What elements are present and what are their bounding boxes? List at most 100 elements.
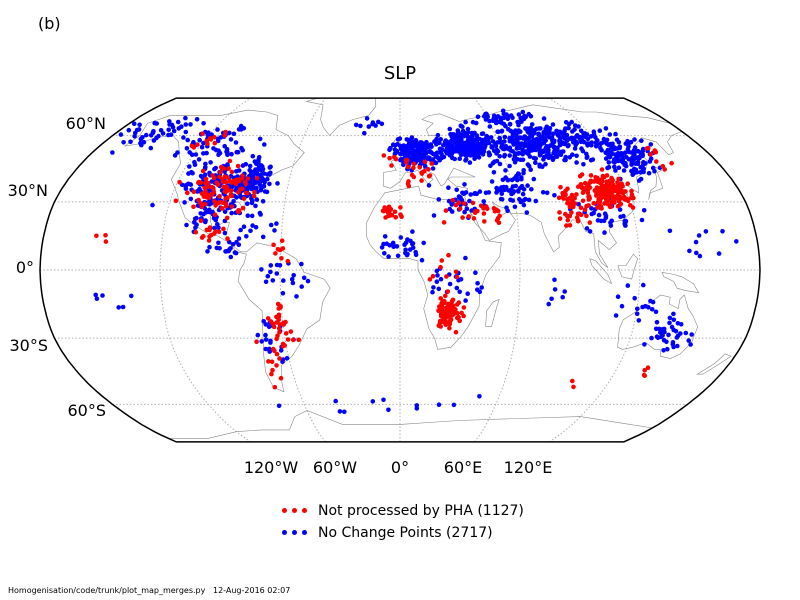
station-marker xyxy=(470,200,476,206)
station-marker xyxy=(241,224,247,229)
station-marker xyxy=(559,140,565,145)
footer-path: Homogenisation/code/trunk/plot_map_merge… xyxy=(8,586,206,595)
station-marker xyxy=(94,296,100,302)
station-marker xyxy=(576,201,581,207)
station-marker xyxy=(438,276,444,282)
station-marker xyxy=(200,131,205,136)
station-marker xyxy=(438,296,444,301)
station-marker xyxy=(217,194,222,199)
station-marker xyxy=(629,150,634,155)
station-marker xyxy=(387,147,392,153)
station-marker xyxy=(193,229,199,235)
station-marker xyxy=(574,153,579,159)
station-marker xyxy=(659,327,665,332)
station-marker xyxy=(277,247,283,253)
lat-label-60n: 60°N xyxy=(65,114,106,133)
station-marker xyxy=(572,123,578,128)
station-marker xyxy=(418,158,424,164)
station-marker xyxy=(463,298,468,303)
lat-label-equator: 0° xyxy=(15,258,34,277)
station-marker xyxy=(260,164,265,169)
coastline xyxy=(306,98,377,137)
station-marker xyxy=(276,317,282,323)
station-marker xyxy=(239,145,244,151)
station-marker xyxy=(229,210,234,216)
station-marker xyxy=(571,384,576,390)
station-marker xyxy=(591,131,597,137)
station-marker xyxy=(260,234,266,240)
station-marker xyxy=(519,183,525,189)
station-marker xyxy=(395,141,400,147)
station-marker xyxy=(279,255,284,261)
station-marker xyxy=(483,190,489,196)
station-marker xyxy=(305,278,311,284)
station-marker xyxy=(434,268,440,274)
station-marker xyxy=(474,136,480,142)
station-marker xyxy=(632,295,637,301)
station-marker xyxy=(100,293,105,298)
station-marker xyxy=(448,306,453,312)
station-marker xyxy=(693,239,699,245)
station-marker xyxy=(243,161,249,167)
station-marker xyxy=(240,186,245,192)
station-marker xyxy=(554,154,560,159)
station-marker xyxy=(622,195,627,200)
station-marker xyxy=(472,156,477,161)
station-marker xyxy=(274,221,279,226)
lon-label-120e: 120°E xyxy=(503,458,553,477)
station-marker xyxy=(188,196,194,202)
station-marker xyxy=(454,285,460,291)
station-marker xyxy=(254,339,259,345)
station-marker xyxy=(649,307,655,312)
station-marker xyxy=(433,154,439,159)
station-marker xyxy=(416,153,422,159)
station-marker xyxy=(436,286,442,292)
station-marker xyxy=(505,177,511,183)
station-marker xyxy=(451,402,457,408)
station-marker xyxy=(616,198,622,204)
station-marker xyxy=(93,292,98,298)
station-marker xyxy=(261,319,267,324)
station-marker xyxy=(485,134,490,140)
station-marker xyxy=(268,338,273,344)
station-marker xyxy=(131,121,137,126)
station-marker xyxy=(229,151,234,157)
station-marker xyxy=(243,179,248,185)
station-marker xyxy=(455,128,461,133)
station-marker xyxy=(558,152,564,157)
station-marker xyxy=(342,409,347,415)
station-marker xyxy=(660,333,665,338)
station-marker xyxy=(606,164,612,170)
station-marker xyxy=(635,306,640,312)
station-marker xyxy=(515,119,520,125)
station-marker xyxy=(410,229,415,234)
station-marker xyxy=(234,195,239,200)
station-marker xyxy=(276,326,282,331)
station-marker xyxy=(422,159,428,165)
station-marker xyxy=(268,263,274,268)
station-marker xyxy=(229,180,235,185)
station-marker xyxy=(215,127,220,132)
station-marker xyxy=(198,201,204,206)
station-marker xyxy=(557,210,562,215)
station-marker xyxy=(413,138,419,143)
station-marker xyxy=(274,271,280,276)
station-marker xyxy=(587,196,592,201)
station-marker xyxy=(263,337,269,342)
station-marker xyxy=(407,150,413,156)
station-marker xyxy=(202,201,208,207)
station-marker xyxy=(494,185,499,191)
station-marker xyxy=(514,146,520,151)
station-marker xyxy=(203,219,208,225)
station-marker xyxy=(253,225,259,230)
station-marker xyxy=(470,137,476,142)
station-marker xyxy=(213,217,219,223)
station-marker xyxy=(265,316,271,321)
station-marker xyxy=(570,378,575,384)
station-marker xyxy=(392,147,398,152)
station-marker xyxy=(423,148,428,153)
station-marker xyxy=(513,183,518,189)
station-marker xyxy=(263,332,268,338)
station-marker xyxy=(491,170,497,175)
station-marker xyxy=(456,200,462,205)
